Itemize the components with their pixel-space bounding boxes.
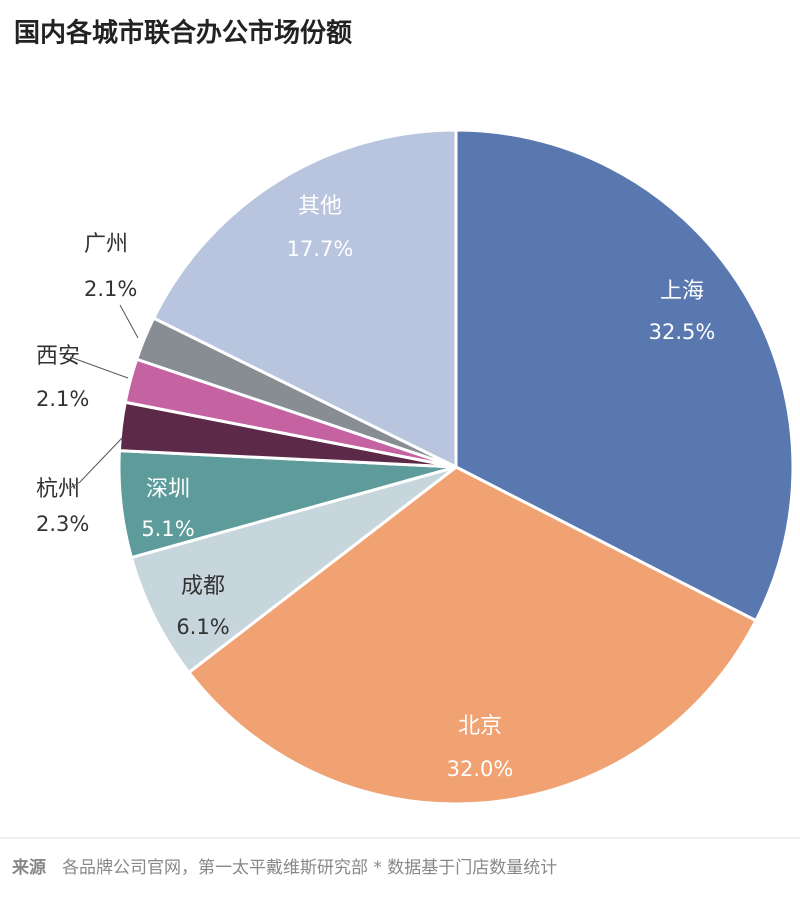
slice-name: 广州 xyxy=(84,232,128,257)
pie-slice xyxy=(186,465,758,806)
slice-name: 上海 xyxy=(660,279,704,304)
pie-slice xyxy=(454,128,795,623)
source-text: 各品牌公司官网，第一太平戴维斯研究部 * 数据基于门店数量统计 xyxy=(62,858,557,878)
slice-name: 成都 xyxy=(181,574,225,599)
slice-value-label: 2.1% xyxy=(84,277,137,301)
slice-value-label: 2.3% xyxy=(36,512,89,536)
slice-name: 西安 xyxy=(36,344,80,369)
pie-slice xyxy=(151,128,458,470)
slice-value-label: 6.1% xyxy=(176,615,229,639)
slice-name: 北京 xyxy=(458,714,502,739)
slice-value-label: 32.0% xyxy=(447,757,514,781)
chart-title: 国内各城市联合办公市场份额 xyxy=(14,18,352,49)
slice-value-label: 32.5% xyxy=(649,320,716,344)
slice-value-label: 2.1% xyxy=(36,387,89,411)
slice-value-label: 17.7% xyxy=(287,237,354,261)
slice-name: 杭州 xyxy=(36,477,80,502)
source-label: 来源 xyxy=(11,857,46,878)
slice-name: 深圳 xyxy=(146,477,190,502)
pie-slice xyxy=(129,465,457,675)
leader-line xyxy=(119,304,139,339)
leader-line xyxy=(69,437,123,489)
slice-name: 其他 xyxy=(298,194,342,219)
slice-value-label: 5.1% xyxy=(141,517,194,541)
leader-line xyxy=(69,356,129,379)
